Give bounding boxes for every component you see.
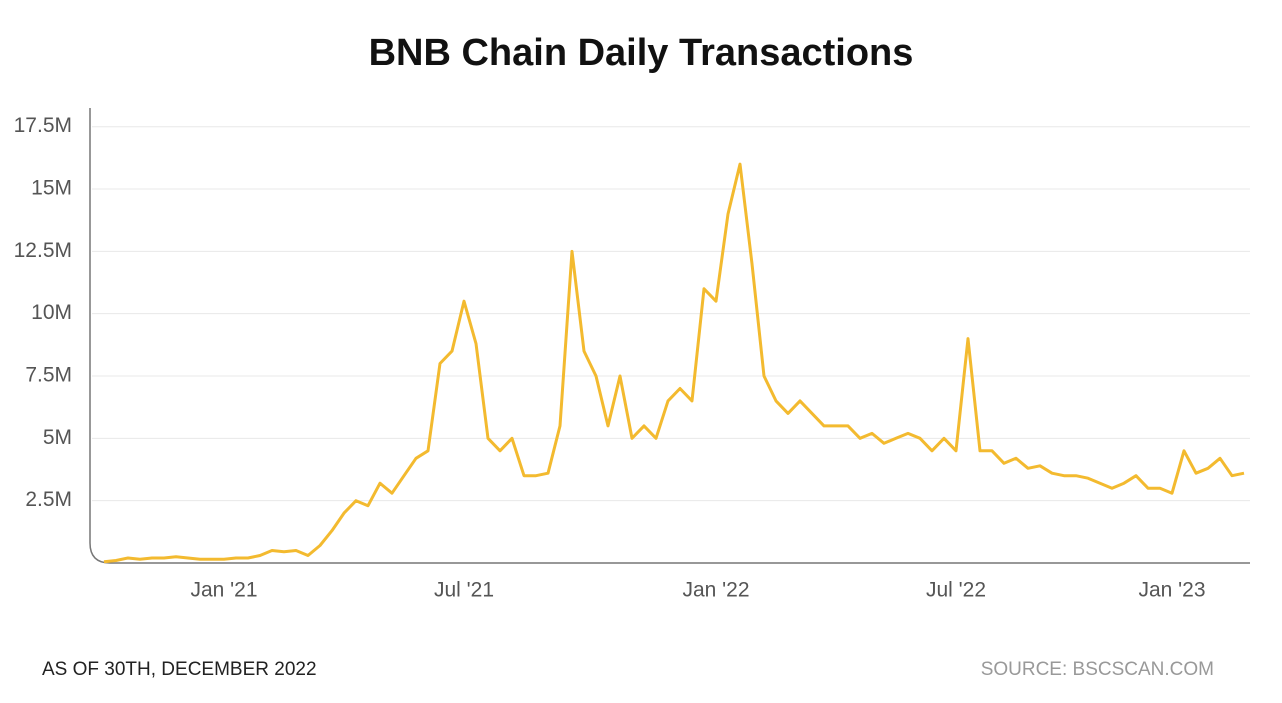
- x-tick-label: Jan '23: [1138, 579, 1205, 602]
- x-tick-label: Jan '22: [682, 579, 749, 602]
- y-tick-label: 5M: [43, 426, 72, 449]
- data-line: [103, 162, 1245, 564]
- chart-title: BNB Chain Daily Transactions: [369, 32, 914, 74]
- y-tick-label: 12.5M: [14, 239, 72, 262]
- y-tick-label: 10M: [31, 301, 72, 324]
- footnote: AS OF 30TH, DECEMBER 2022: [42, 659, 317, 680]
- axis-line: [89, 108, 1250, 564]
- y-tick-label: 7.5M: [25, 364, 72, 387]
- x-tick-label: Jul '22: [926, 579, 986, 602]
- y-tick-label: 15M: [31, 177, 72, 200]
- x-tick-label: Jan '21: [190, 579, 257, 602]
- y-tick-label: 17.5M: [14, 114, 72, 137]
- source: SOURCE: BSCSCAN.COM: [981, 659, 1214, 680]
- y-tick-label: 2.5M: [25, 488, 72, 511]
- x-tick-label: Jul '21: [434, 579, 494, 602]
